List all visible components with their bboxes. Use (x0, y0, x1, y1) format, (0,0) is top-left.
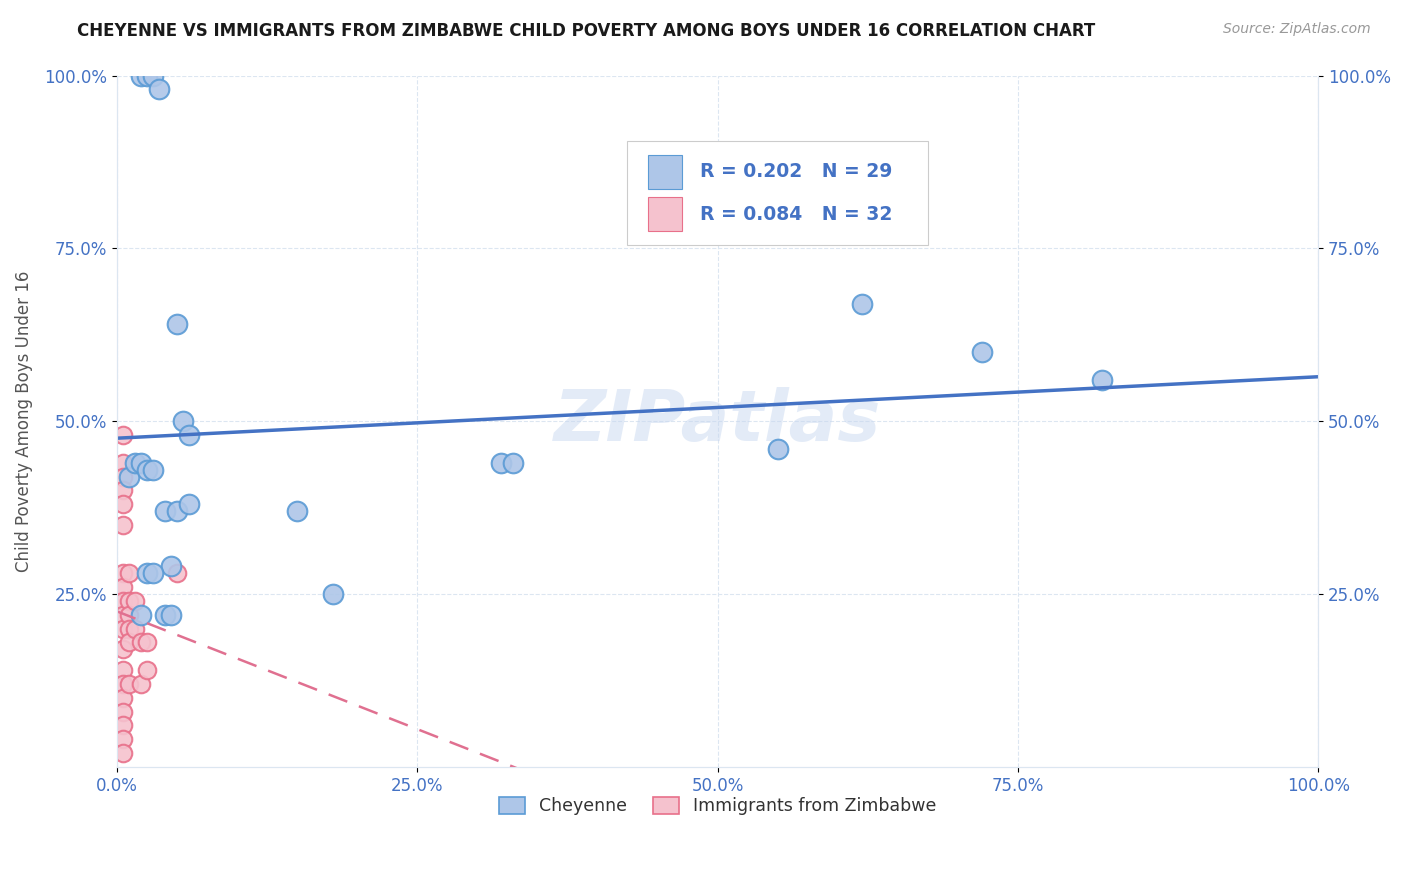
Point (322, 587, 344, 601)
Point (160, 559, 183, 574)
Point (124, 594, 146, 608)
Legend: Cheyenne, Immigrants from Zimbabwe: Cheyenne, Immigrants from Zimbabwe (491, 789, 945, 824)
Text: R = 0.084   N = 32: R = 0.084 N = 32 (700, 205, 893, 224)
Point (118, 566, 141, 581)
Point (970, 345, 993, 359)
Point (118, 622, 141, 636)
Point (851, 296, 873, 310)
Point (111, 483, 134, 498)
Point (118, 594, 141, 608)
Point (142, 462, 165, 476)
Text: R = 0.202   N = 29: R = 0.202 N = 29 (700, 162, 893, 181)
Point (118, 469, 141, 483)
Point (111, 732, 134, 747)
Point (1091, 373, 1114, 387)
Point (111, 469, 134, 483)
Point (111, 718, 134, 732)
Point (111, 566, 134, 581)
Point (766, 442, 789, 456)
Point (124, 622, 146, 636)
Point (153, 504, 176, 518)
Point (153, 607, 176, 622)
Point (177, 428, 200, 442)
Point (111, 456, 134, 470)
Text: Source: ZipAtlas.com: Source: ZipAtlas.com (1223, 22, 1371, 37)
Point (129, 607, 152, 622)
Y-axis label: Child Poverty Among Boys Under 16: Child Poverty Among Boys Under 16 (15, 270, 32, 572)
Point (166, 566, 188, 581)
FancyBboxPatch shape (648, 155, 682, 189)
Point (111, 746, 134, 760)
Point (111, 580, 134, 594)
Point (129, 635, 152, 649)
Point (135, 69, 157, 83)
Point (111, 607, 134, 622)
FancyBboxPatch shape (648, 197, 682, 231)
Point (129, 69, 152, 83)
Point (135, 663, 157, 677)
Point (135, 462, 157, 476)
FancyBboxPatch shape (627, 141, 928, 245)
Point (111, 705, 134, 719)
Point (111, 428, 134, 442)
Point (142, 69, 165, 83)
Point (285, 504, 308, 518)
Point (129, 677, 152, 691)
Point (160, 607, 183, 622)
Point (111, 517, 134, 532)
Point (111, 622, 134, 636)
Point (129, 456, 152, 470)
Point (502, 456, 524, 470)
Text: ZIPatlas: ZIPatlas (554, 387, 882, 456)
Point (142, 566, 165, 581)
Point (135, 635, 157, 649)
Text: CHEYENNE VS IMMIGRANTS FROM ZIMBABWE CHILD POVERTY AMONG BOYS UNDER 16 CORRELATI: CHEYENNE VS IMMIGRANTS FROM ZIMBABWE CHI… (77, 22, 1095, 40)
Point (111, 663, 134, 677)
Point (111, 677, 134, 691)
Point (148, 82, 170, 96)
Point (111, 642, 134, 657)
Point (177, 497, 200, 511)
Point (166, 504, 188, 518)
Point (172, 414, 194, 428)
Point (118, 635, 141, 649)
Point (111, 497, 134, 511)
Point (166, 318, 188, 332)
Point (135, 566, 157, 581)
Point (111, 594, 134, 608)
Point (118, 677, 141, 691)
Point (124, 456, 146, 470)
Point (111, 690, 134, 705)
Point (491, 456, 513, 470)
Point (118, 607, 141, 622)
